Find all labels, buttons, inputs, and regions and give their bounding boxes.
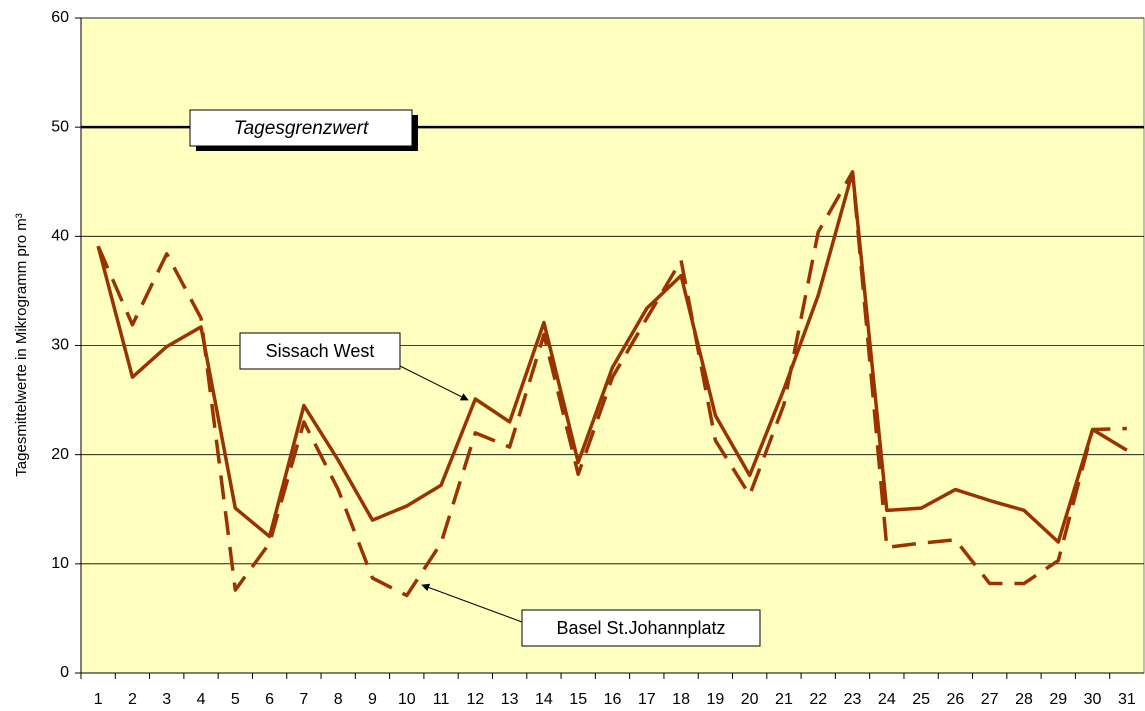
x-tick-label: 24: [878, 691, 896, 708]
label-box: [239, 332, 401, 370]
label-box: [189, 109, 413, 147]
y-tick-label: 60: [51, 9, 69, 26]
x-tick-label: 7: [299, 691, 308, 708]
series-label: Basel St.Johannplatz: [556, 618, 725, 638]
series-label: Sissach West: [266, 341, 375, 361]
x-tick-label: 18: [672, 691, 690, 708]
y-tick-label: 0: [60, 664, 69, 681]
y-tick-label: 40: [51, 228, 69, 245]
x-tick-label: 6: [265, 691, 274, 708]
x-tick-label: 13: [501, 691, 519, 708]
x-tick-label: 27: [981, 691, 999, 708]
x-tick-label: 12: [466, 691, 484, 708]
y-tick-label: 50: [51, 118, 69, 135]
x-tick-label: 19: [706, 691, 724, 708]
series-line: [96, 170, 1128, 544]
x-tick-label: 1: [94, 691, 103, 708]
annotation-arrow: [399, 365, 469, 401]
x-tick-label: 14: [535, 691, 553, 708]
x-tick-label: 11: [433, 691, 450, 708]
x-tick-label: 29: [1049, 691, 1067, 708]
x-tick-label: 20: [741, 691, 759, 708]
annotation-arrow: [421, 583, 523, 623]
x-tick-label: 31: [1118, 691, 1136, 708]
x-tick-label: 25: [912, 691, 930, 708]
x-tick-label: 23: [844, 691, 862, 708]
y-axis-label: Tagesmittelwerte in Mikrogramm pro m³: [13, 213, 30, 476]
x-tick-label: 3: [162, 691, 171, 708]
x-tick-label: 8: [334, 691, 343, 708]
x-tick-label: 26: [947, 691, 965, 708]
x-tick-label: 15: [569, 691, 587, 708]
y-tick-label: 20: [51, 446, 69, 463]
reference-label: Tagesgrenzwert: [234, 118, 369, 139]
x-tick-label: 17: [638, 691, 656, 708]
y-tick-label: 10: [51, 555, 69, 572]
series-line: [96, 170, 1127, 598]
x-tick-label: 30: [1084, 691, 1102, 708]
x-tick-label: 5: [231, 691, 240, 708]
x-tick-label: 28: [1015, 691, 1033, 708]
x-tick-label: 10: [398, 691, 416, 708]
x-tick-label: 2: [128, 691, 137, 708]
y-tick-label: 30: [51, 337, 69, 354]
x-tick-label: 21: [775, 691, 793, 708]
x-tick-label: 4: [197, 691, 206, 708]
x-tick-label: 16: [604, 691, 622, 708]
x-tick-label: 9: [368, 691, 377, 708]
label-box: [521, 609, 761, 647]
x-tick-label: 22: [809, 691, 827, 708]
